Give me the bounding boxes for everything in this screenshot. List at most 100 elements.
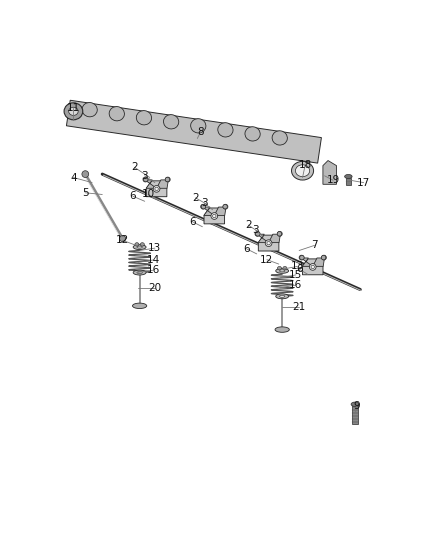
Ellipse shape bbox=[133, 245, 146, 249]
Text: 5: 5 bbox=[82, 188, 88, 198]
Circle shape bbox=[155, 187, 158, 190]
Circle shape bbox=[212, 214, 216, 217]
Circle shape bbox=[165, 177, 170, 182]
Polygon shape bbox=[323, 160, 336, 184]
Polygon shape bbox=[303, 259, 323, 275]
Circle shape bbox=[311, 265, 314, 269]
Ellipse shape bbox=[276, 269, 289, 273]
Text: 3: 3 bbox=[201, 198, 208, 208]
Text: 6: 6 bbox=[130, 191, 136, 201]
Polygon shape bbox=[146, 181, 167, 197]
Polygon shape bbox=[313, 258, 325, 266]
Text: 9: 9 bbox=[353, 401, 360, 411]
Text: 2: 2 bbox=[245, 220, 251, 230]
Circle shape bbox=[309, 263, 316, 270]
Ellipse shape bbox=[218, 123, 233, 137]
Ellipse shape bbox=[245, 127, 260, 141]
Ellipse shape bbox=[136, 111, 152, 125]
Polygon shape bbox=[204, 208, 225, 224]
Circle shape bbox=[143, 177, 148, 182]
Ellipse shape bbox=[277, 266, 282, 270]
Circle shape bbox=[223, 205, 227, 209]
Ellipse shape bbox=[133, 270, 146, 275]
Ellipse shape bbox=[132, 303, 147, 309]
Bar bbox=[346, 177, 351, 185]
Ellipse shape bbox=[345, 174, 352, 179]
Circle shape bbox=[321, 255, 326, 260]
Ellipse shape bbox=[351, 402, 359, 407]
Text: 6: 6 bbox=[189, 216, 195, 227]
Circle shape bbox=[277, 231, 282, 236]
Polygon shape bbox=[202, 207, 214, 215]
Text: 14: 14 bbox=[147, 255, 160, 265]
Text: 13: 13 bbox=[291, 262, 304, 271]
Ellipse shape bbox=[292, 161, 314, 180]
Circle shape bbox=[166, 177, 170, 182]
Text: 19: 19 bbox=[326, 175, 340, 185]
Polygon shape bbox=[145, 180, 156, 188]
Text: 2: 2 bbox=[192, 193, 199, 203]
Text: 11: 11 bbox=[67, 103, 80, 113]
Text: 8: 8 bbox=[198, 127, 204, 136]
Text: 13: 13 bbox=[148, 243, 162, 253]
Ellipse shape bbox=[276, 294, 289, 299]
Circle shape bbox=[153, 185, 160, 192]
Ellipse shape bbox=[295, 165, 310, 176]
Ellipse shape bbox=[137, 246, 142, 248]
Polygon shape bbox=[257, 234, 268, 243]
Text: 16: 16 bbox=[289, 280, 302, 290]
Ellipse shape bbox=[163, 115, 179, 129]
Ellipse shape bbox=[140, 243, 145, 246]
Ellipse shape bbox=[135, 243, 139, 246]
Circle shape bbox=[211, 213, 218, 220]
Text: 15: 15 bbox=[289, 270, 302, 280]
Polygon shape bbox=[156, 180, 168, 188]
Circle shape bbox=[321, 255, 326, 260]
Circle shape bbox=[265, 240, 272, 247]
Polygon shape bbox=[214, 207, 226, 215]
Text: 7: 7 bbox=[311, 240, 318, 251]
Text: 12: 12 bbox=[116, 235, 129, 245]
Circle shape bbox=[255, 231, 260, 236]
Ellipse shape bbox=[279, 270, 285, 272]
Text: 6: 6 bbox=[296, 264, 303, 274]
Text: 2: 2 bbox=[131, 163, 138, 172]
Ellipse shape bbox=[191, 119, 206, 133]
Text: 3: 3 bbox=[252, 225, 259, 235]
Circle shape bbox=[201, 205, 206, 209]
Ellipse shape bbox=[64, 103, 83, 120]
Ellipse shape bbox=[283, 266, 287, 270]
Ellipse shape bbox=[82, 102, 97, 117]
Circle shape bbox=[267, 241, 270, 245]
Text: 6: 6 bbox=[243, 244, 250, 254]
Ellipse shape bbox=[279, 295, 285, 297]
Circle shape bbox=[300, 255, 304, 260]
Circle shape bbox=[201, 204, 205, 209]
Text: 3: 3 bbox=[141, 171, 148, 181]
Ellipse shape bbox=[275, 327, 290, 332]
Circle shape bbox=[299, 255, 304, 260]
Text: 17: 17 bbox=[357, 177, 370, 188]
Text: 21: 21 bbox=[293, 302, 306, 311]
Bar bbox=[352, 405, 358, 424]
Circle shape bbox=[223, 204, 228, 209]
Circle shape bbox=[144, 177, 148, 182]
Text: 4: 4 bbox=[70, 173, 77, 182]
Ellipse shape bbox=[272, 131, 287, 145]
Text: 16: 16 bbox=[147, 265, 160, 275]
Circle shape bbox=[277, 231, 282, 236]
Ellipse shape bbox=[137, 272, 142, 273]
Text: 10: 10 bbox=[141, 190, 155, 199]
Polygon shape bbox=[67, 100, 321, 163]
Circle shape bbox=[82, 171, 88, 177]
Circle shape bbox=[255, 231, 260, 236]
Text: 20: 20 bbox=[148, 283, 162, 293]
Polygon shape bbox=[258, 235, 279, 251]
Ellipse shape bbox=[69, 107, 78, 115]
Text: 18: 18 bbox=[299, 159, 312, 169]
Circle shape bbox=[120, 236, 126, 241]
Text: 12: 12 bbox=[260, 255, 274, 265]
Polygon shape bbox=[268, 234, 280, 243]
Ellipse shape bbox=[109, 107, 124, 121]
Polygon shape bbox=[301, 258, 313, 266]
